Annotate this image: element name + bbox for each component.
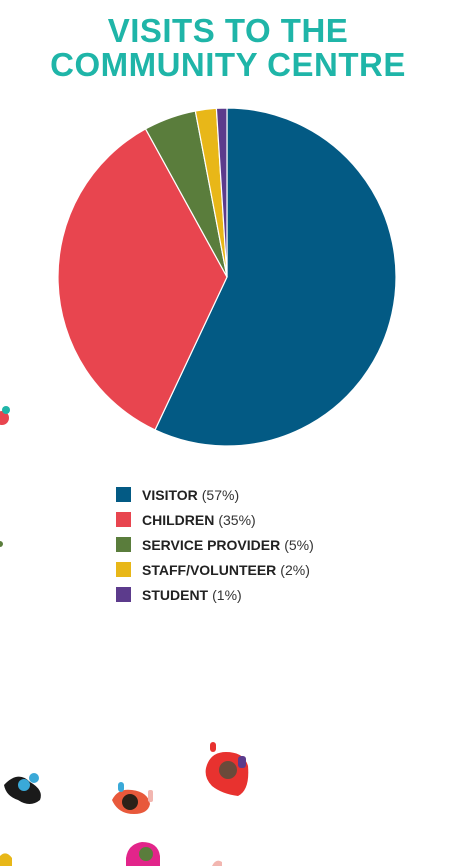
legend-swatch-student	[116, 587, 131, 602]
person-figure-4	[126, 842, 160, 866]
person-figure-3	[205, 742, 249, 796]
legend-pct-staff-volunteer: (2%)	[280, 561, 310, 578]
legend-label-children: CHILDREN	[142, 511, 215, 528]
pie-slice-student	[215, 107, 228, 278]
legend-swatch-staff-volunteer	[116, 562, 131, 577]
pie-slice-children	[57, 128, 228, 431]
legend-pct-visitor: (57%)	[201, 486, 240, 503]
legend-label-staff-volunteer: STAFF/VOLUNTEER	[142, 561, 277, 578]
legend-item-visitor: VISITOR (57%)	[116, 482, 314, 507]
person-figure-1	[4, 773, 41, 804]
legend-item-staff-volunteer: STAFF/VOLUNTEER (2%)	[116, 557, 314, 582]
pie-chart	[57, 107, 397, 447]
legend-label-service-provider: SERVICE PROVIDER	[142, 536, 281, 553]
legend-label-student: STUDENT	[142, 586, 209, 603]
legend-item-student: STUDENT (1%)	[116, 582, 314, 607]
legend-pct-student: (1%)	[212, 586, 242, 603]
chart-title: VISITS TO THE COMMUNITY CENTRE	[0, 14, 456, 82]
title-line-1: VISITS TO THE	[107, 12, 349, 49]
person-figure-2	[112, 782, 153, 814]
legend: VISITOR (57%) CHILDREN (35%) SERVICE PRO…	[116, 482, 314, 607]
legend-pct-service-provider: (5%)	[284, 536, 314, 553]
person-figure-5	[0, 853, 222, 866]
legend-swatch-visitor	[116, 487, 131, 502]
legend-item-service-provider: SERVICE PROVIDER (5%)	[116, 532, 314, 557]
legend-swatch-service-provider	[116, 537, 131, 552]
legend-label-visitor: VISITOR	[142, 486, 198, 503]
legend-pct-children: (35%)	[218, 511, 256, 528]
title-line-2: COMMUNITY CENTRE	[50, 46, 406, 83]
person-figure-edge-2	[0, 541, 3, 547]
legend-item-children: CHILDREN (35%)	[116, 507, 314, 532]
person-figure-edge-1	[0, 406, 10, 425]
legend-swatch-children	[116, 512, 131, 527]
pie-slice-visitor	[154, 107, 397, 447]
